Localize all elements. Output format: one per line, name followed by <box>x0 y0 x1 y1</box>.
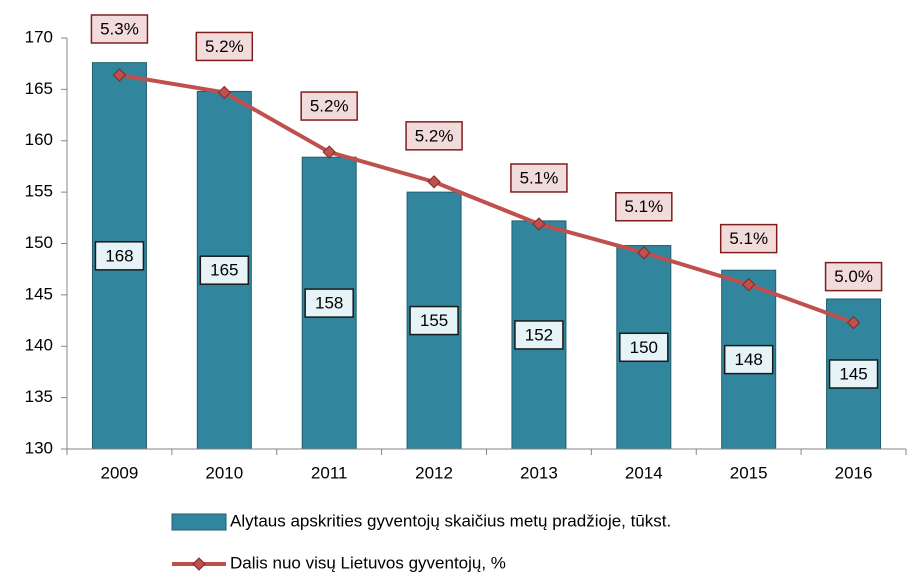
legend-label: Alytaus apskrities gyventojų skaičius me… <box>230 511 671 530</box>
y-tick-label: 170 <box>25 27 53 46</box>
line-label: 5.1% <box>520 168 559 187</box>
legend-marker <box>192 557 206 571</box>
line-marker <box>846 315 861 330</box>
line-label: 5.3% <box>100 19 139 38</box>
line-label: 5.2% <box>415 126 454 145</box>
line-label: 5.1% <box>729 229 768 248</box>
x-tick-label: 2010 <box>205 463 243 482</box>
bar-label: 148 <box>735 350 763 369</box>
bar-label-box <box>94 241 145 271</box>
legend-label: Dalis nuo visų Lietuvos gyventojų, % <box>230 553 506 572</box>
bar-label-box <box>619 332 669 363</box>
bar-label-box <box>409 305 459 336</box>
bar-label: 155 <box>420 311 448 330</box>
line-label: 5.1% <box>624 197 663 216</box>
line-marker <box>322 145 336 159</box>
line-label-box <box>195 31 254 62</box>
x-tick-label: 2011 <box>311 463 348 482</box>
x-tick-label: 2009 <box>101 463 139 482</box>
y-tick-label: 150 <box>25 233 53 252</box>
line-marker <box>112 68 127 82</box>
line-label: 5.2% <box>310 97 349 116</box>
bar-label-box <box>199 255 250 285</box>
line-label-box <box>90 14 149 44</box>
x-tick-label: 2014 <box>625 463 663 482</box>
bar-label: 145 <box>839 364 867 383</box>
line-marker <box>741 277 756 292</box>
line-label-box <box>824 261 883 292</box>
line-marker <box>637 246 651 260</box>
y-tick-label: 140 <box>25 336 53 355</box>
x-tick-label: 2016 <box>835 463 873 482</box>
line-label-box <box>300 91 358 121</box>
y-tick-label: 135 <box>25 387 53 406</box>
bar-label: 165 <box>210 261 238 280</box>
line <box>119 73 855 325</box>
bar-label-box <box>828 359 879 389</box>
legend-swatch <box>171 513 227 531</box>
bar-label-box <box>514 320 564 350</box>
line-label-box <box>510 163 568 193</box>
line-label-box <box>405 121 463 151</box>
x-tick-label: 2015 <box>730 463 768 482</box>
x-tick-label: 2012 <box>415 463 453 482</box>
line-label: 5.2% <box>205 37 244 56</box>
y-tick-label: 165 <box>25 79 53 98</box>
bar-label: 158 <box>315 294 343 313</box>
y-tick-label: 130 <box>25 438 53 457</box>
y-tick-label: 160 <box>25 130 53 149</box>
line-label: 5.0% <box>834 267 873 286</box>
line-marker <box>217 85 232 100</box>
bar-label: 150 <box>630 338 658 357</box>
x-tick-label: 2013 <box>520 463 558 482</box>
bar-label: 168 <box>105 246 133 265</box>
bar-label: 152 <box>525 325 553 344</box>
line-marker <box>427 175 441 189</box>
bar-label-box <box>723 344 774 375</box>
y-tick-label: 155 <box>25 182 53 201</box>
line-label-box <box>719 223 778 254</box>
line-label-box <box>615 191 673 222</box>
bar-label-box <box>304 288 354 318</box>
y-tick-label: 145 <box>25 284 53 303</box>
line-marker <box>532 217 546 231</box>
